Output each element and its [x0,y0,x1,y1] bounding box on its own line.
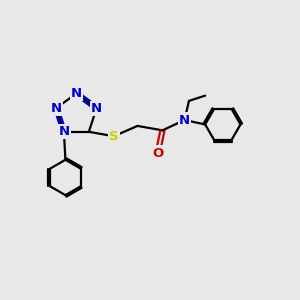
Text: N: N [91,102,102,115]
Text: N: N [179,113,190,127]
Text: N: N [51,102,62,115]
Text: N: N [58,125,70,138]
Text: N: N [71,87,82,100]
Text: S: S [109,130,119,143]
Text: O: O [152,146,164,160]
